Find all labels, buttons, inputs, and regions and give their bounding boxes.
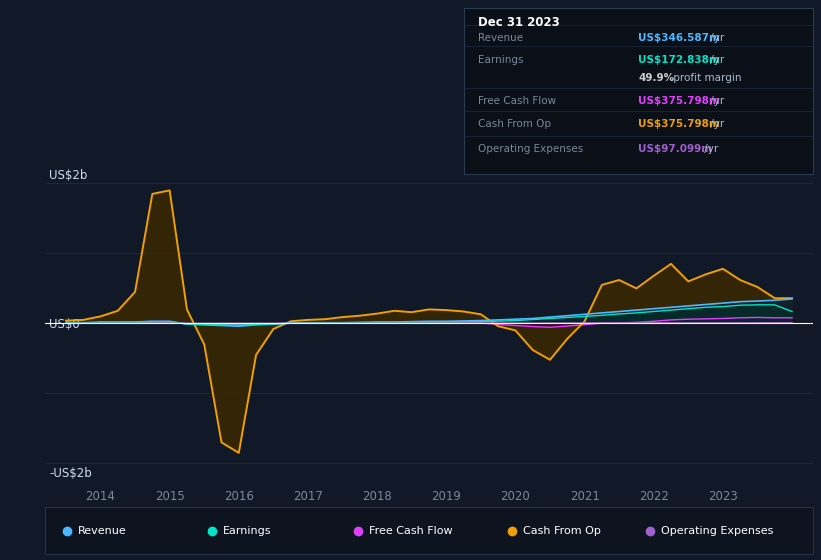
Text: -US$2b: -US$2b (49, 466, 92, 479)
Text: Operating Expenses: Operating Expenses (478, 144, 583, 154)
Text: Dec 31 2023: Dec 31 2023 (478, 16, 560, 29)
Text: /yr: /yr (708, 55, 725, 64)
Text: Earnings: Earnings (478, 55, 523, 64)
Text: Cash From Op: Cash From Op (523, 526, 600, 535)
Text: US$346.587m: US$346.587m (639, 33, 720, 43)
Text: US$375.798m: US$375.798m (639, 119, 720, 129)
Text: Revenue: Revenue (77, 526, 126, 535)
Text: Revenue: Revenue (478, 33, 523, 43)
Text: Free Cash Flow: Free Cash Flow (369, 526, 452, 535)
Text: /yr: /yr (708, 33, 725, 43)
Text: /yr: /yr (701, 144, 718, 154)
Text: profit margin: profit margin (670, 73, 741, 83)
Text: Operating Expenses: Operating Expenses (661, 526, 773, 535)
Text: Cash From Op: Cash From Op (478, 119, 551, 129)
Text: US$0: US$0 (49, 318, 80, 331)
Text: Free Cash Flow: Free Cash Flow (478, 96, 556, 106)
Text: US$375.798m: US$375.798m (639, 96, 720, 106)
Text: /yr: /yr (708, 119, 725, 129)
FancyBboxPatch shape (464, 8, 813, 174)
Text: 49.9%: 49.9% (639, 73, 675, 83)
Text: /yr: /yr (708, 96, 725, 106)
Text: US$97.099m: US$97.099m (639, 144, 713, 154)
Text: US$2b: US$2b (49, 169, 87, 182)
Text: Earnings: Earnings (223, 526, 272, 535)
FancyBboxPatch shape (45, 507, 813, 554)
Text: US$172.838m: US$172.838m (639, 55, 720, 64)
